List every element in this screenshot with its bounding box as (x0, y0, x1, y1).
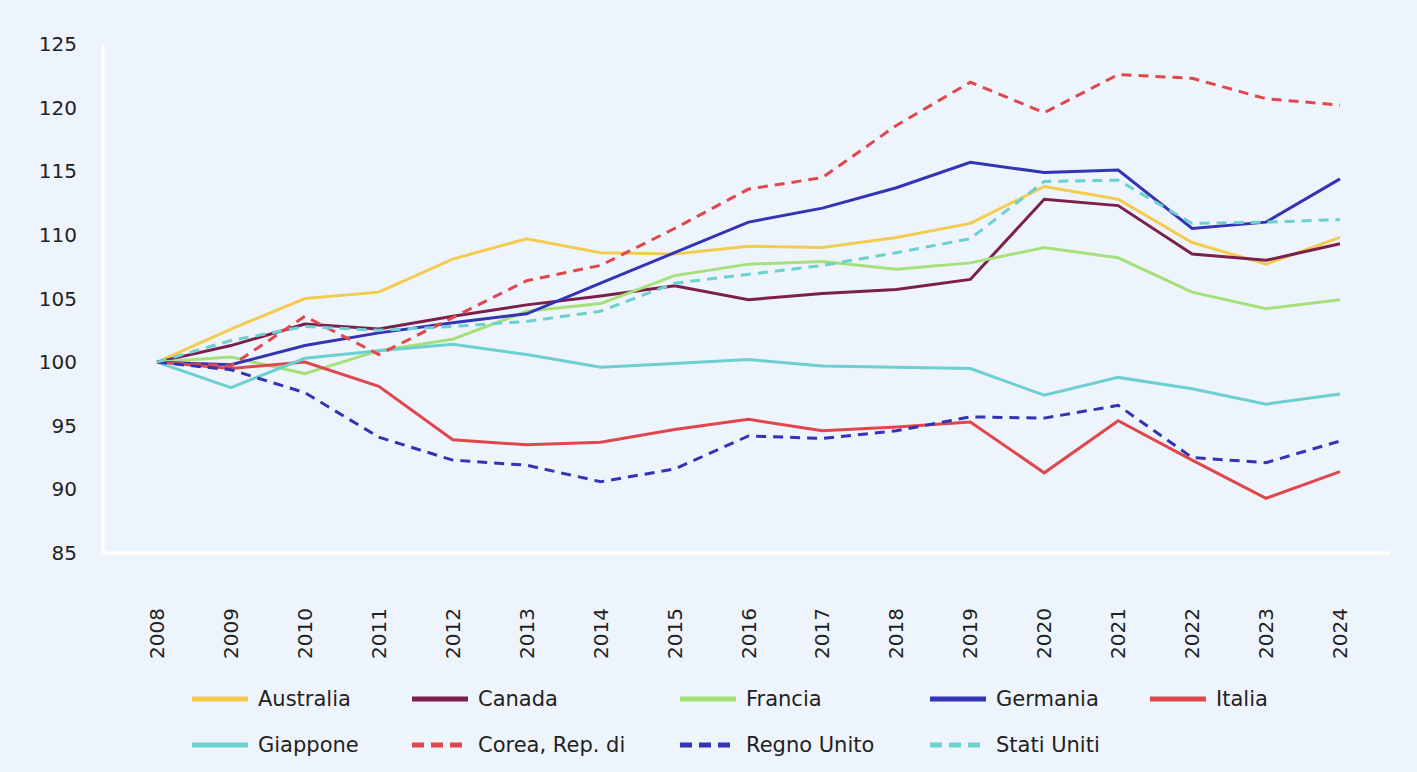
html-text:Regno Unito: Regno Unito (746, 733, 875, 757)
html-text:Australia: Australia (258, 687, 351, 711)
svg-text:2021: 2021 (1106, 608, 1130, 659)
svg-text:2018: 2018 (884, 608, 908, 659)
svg-text:110: 110 (39, 223, 77, 247)
svg-text:85: 85 (52, 541, 77, 565)
svg-text:2015: 2015 (663, 608, 687, 659)
html-text:Italia: Italia (1216, 687, 1268, 711)
svg-text:115: 115 (39, 159, 77, 183)
svg-text:2022: 2022 (1180, 608, 1204, 659)
svg-text:90: 90 (52, 477, 77, 501)
svg-text:2023: 2023 (1254, 608, 1278, 659)
svg-text:2009: 2009 (219, 608, 243, 659)
svg-text:2011: 2011 (367, 608, 391, 659)
svg-text:120: 120 (39, 96, 77, 120)
svg-text:2020: 2020 (1032, 608, 1056, 659)
svg-text:125: 125 (39, 32, 77, 56)
svg-text:2012: 2012 (441, 608, 465, 659)
svg-text:100: 100 (39, 350, 77, 374)
html-text:Canada: Canada (478, 687, 558, 711)
svg-text:2016: 2016 (737, 608, 761, 659)
svg-text:2017: 2017 (810, 608, 834, 659)
svg-text:2014: 2014 (589, 608, 613, 659)
svg-text:2024: 2024 (1328, 608, 1352, 659)
svg-text:2013: 2013 (515, 608, 539, 659)
svg-text:95: 95 (52, 414, 77, 438)
svg-text:2008: 2008 (145, 608, 169, 659)
html-text:Germania: Germania (996, 687, 1099, 711)
html-text:Francia: Francia (746, 687, 822, 711)
svg-text:2010: 2010 (293, 608, 317, 659)
html-text:Stati Uniti: Stati Uniti (996, 733, 1100, 757)
html-text:Corea, Rep. di: Corea, Rep. di (478, 733, 626, 757)
svg-text:105: 105 (39, 287, 77, 311)
svg-text:2019: 2019 (958, 608, 982, 659)
html-text:Giappone: Giappone (258, 733, 359, 757)
